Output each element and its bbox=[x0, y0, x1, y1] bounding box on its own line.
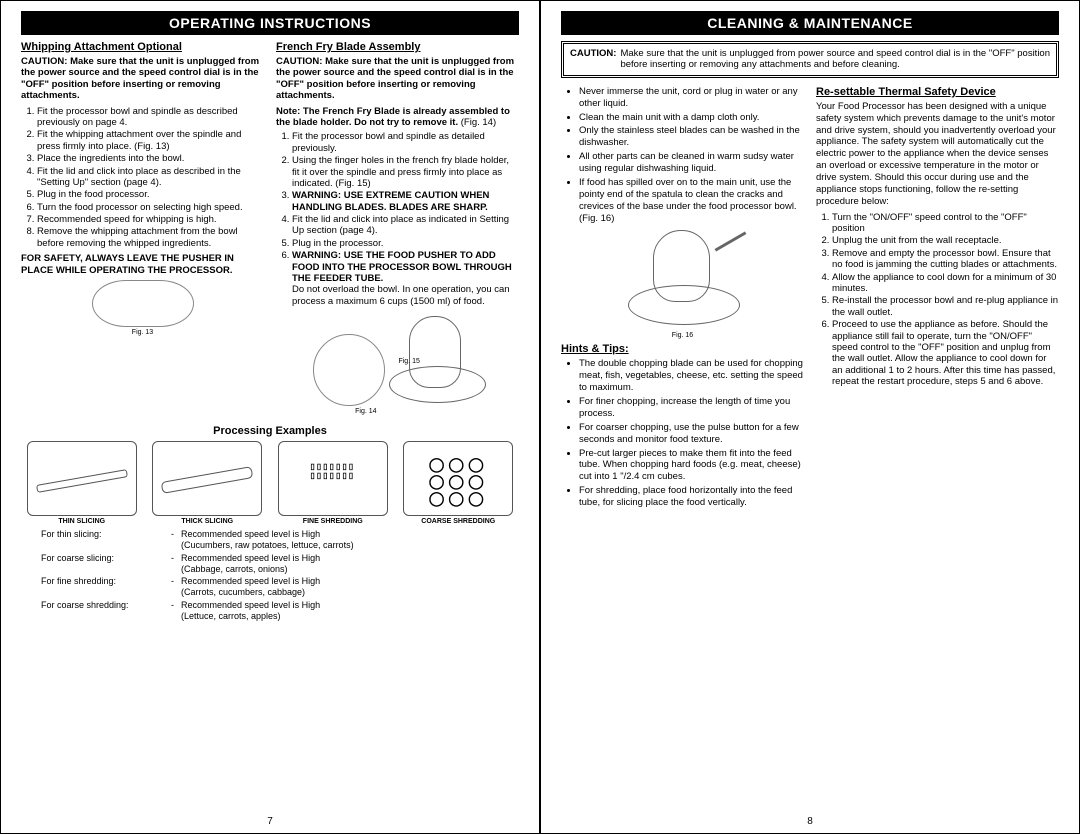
col-cleaning: Never immerse the unit, cord or plug in … bbox=[561, 86, 804, 515]
list-item: Fit the processor bowl and spindle as de… bbox=[37, 106, 264, 129]
list-item: Plug in the food processor. bbox=[37, 189, 264, 200]
right-columns: Never immerse the unit, cord or plug in … bbox=[561, 86, 1059, 515]
list-item: Place the ingredients into the bowl. bbox=[37, 153, 264, 164]
manual-spread: OPERATING INSTRUCTIONS Whipping Attachme… bbox=[0, 0, 1080, 834]
whipping-steps: Fit the processor bowl and spindle as de… bbox=[21, 106, 264, 250]
whipping-safety: FOR SAFETY, ALWAYS LEAVE THE PUSHER IN P… bbox=[21, 253, 264, 276]
page-number-8: 8 bbox=[807, 816, 813, 827]
list-item: The double chopping blade can be used fo… bbox=[579, 358, 804, 394]
hints-bullets: The double chopping blade can be used fo… bbox=[561, 358, 804, 509]
frenchfry-heading: French Fry Blade Assembly bbox=[276, 41, 519, 53]
list-item: Unplug the unit from the wall receptacle… bbox=[832, 235, 1059, 246]
tile-coarse-shredding: ◯◯◯◯◯◯◯◯◯ COARSE SHREDDING bbox=[403, 441, 513, 525]
fig-14-label: Fig. 14 bbox=[355, 408, 376, 415]
header-operating: OPERATING INSTRUCTIONS bbox=[21, 11, 519, 35]
recommendations-table: For thin slicing:-Recommended speed leve… bbox=[41, 529, 519, 621]
page-number-7: 7 bbox=[267, 816, 273, 827]
page-7: OPERATING INSTRUCTIONS Whipping Attachme… bbox=[0, 0, 540, 834]
list-item: If food has spilled over on to the main … bbox=[579, 177, 804, 225]
list-item: Allow the appliance to cool down for a m… bbox=[832, 272, 1059, 295]
tile-fine-shredding: ▯▯▯▯▯▯▯▯▯▯▯▯▯▯ FINE SHREDDING bbox=[278, 441, 388, 525]
list-item: Using the finger holes in the french fry… bbox=[292, 155, 519, 189]
col-reset: Re-settable Thermal Safety Device Your F… bbox=[816, 86, 1059, 515]
list-item: Turn the food processor on selecting hig… bbox=[37, 202, 264, 213]
col-whipping: Whipping Attachment Optional CAUTION: Ma… bbox=[21, 41, 264, 419]
page-8: CLEANING & MAINTENANCE CAUTION: Make sur… bbox=[540, 0, 1080, 834]
list-item: Never immerse the unit, cord or plug in … bbox=[579, 86, 804, 110]
list-item: Pre-cut larger pieces to make them fit i… bbox=[579, 448, 804, 484]
header-cleaning: CLEANING & MAINTENANCE bbox=[561, 11, 1059, 35]
caution-box: CAUTION: Make sure that the unit is unpl… bbox=[561, 41, 1059, 78]
reset-intro: Your Food Processor has been designed wi… bbox=[816, 101, 1059, 208]
processing-examples-heading: Processing Examples bbox=[21, 425, 519, 437]
frenchfry-steps: Fit the processor bowl and spindle as de… bbox=[276, 131, 519, 307]
col-frenchfry: French Fry Blade Assembly CAUTION: Make … bbox=[276, 41, 519, 419]
reset-steps: Turn the "ON/OFF" speed control to the "… bbox=[816, 212, 1059, 388]
list-item: Recommended speed for whipping is high. bbox=[37, 214, 264, 225]
list-item: Re-install the processor bowl and re-plu… bbox=[832, 295, 1059, 318]
cleaning-bullets: Never immerse the unit, cord or plug in … bbox=[561, 86, 804, 225]
list-item: Turn the "ON/OFF" speed control to the "… bbox=[832, 212, 1059, 235]
tile-thin-slicing: THIN SLICING bbox=[27, 441, 137, 525]
caution-label: CAUTION: bbox=[570, 48, 616, 71]
list-item: Fit the whipping attachment over the spi… bbox=[37, 129, 264, 152]
list-item: Remove the whipping attachment from the … bbox=[37, 226, 264, 249]
list-item: Only the stainless steel blades can be w… bbox=[579, 125, 804, 149]
fig-16-label: Fig. 16 bbox=[672, 332, 693, 339]
caution-text: Make sure that the unit is unplugged fro… bbox=[620, 48, 1050, 71]
frenchfry-caution: CAUTION: Make sure that the unit is unpl… bbox=[276, 56, 519, 102]
list-item: All other parts can be cleaned in warm s… bbox=[579, 151, 804, 175]
fig-13: Fig. 13 bbox=[21, 280, 264, 336]
list-item: For finer chopping, increase the length … bbox=[579, 396, 804, 420]
list-item: Fit the processor bowl and spindle as de… bbox=[292, 131, 519, 154]
fig-14-15: Fig. 14 Fig. 15 bbox=[276, 311, 519, 415]
fig-13-label: Fig. 13 bbox=[132, 329, 153, 336]
fig-15-label: Fig. 15 bbox=[398, 358, 419, 365]
tile-thick-slicing: THICK SLICING bbox=[152, 441, 262, 525]
left-columns: Whipping Attachment Optional CAUTION: Ma… bbox=[21, 41, 519, 419]
reset-heading: Re-settable Thermal Safety Device bbox=[816, 86, 1059, 98]
whipping-caution: CAUTION: Make sure that the unit is unpl… bbox=[21, 56, 264, 102]
list-item: Plug in the processor. bbox=[292, 238, 519, 249]
frenchfry-note: Note: The French Fry Blade is already as… bbox=[276, 106, 519, 129]
hints-heading: Hints & Tips: bbox=[561, 343, 804, 355]
list-item: WARNING: USE THE FOOD PUSHER TO ADD FOOD… bbox=[292, 250, 519, 307]
list-item: For coarser chopping, use the pulse butt… bbox=[579, 422, 804, 446]
list-item: For shredding, place food horizontally i… bbox=[579, 485, 804, 509]
list-item: Clean the main unit with a damp cloth on… bbox=[579, 112, 804, 124]
whipping-heading: Whipping Attachment Optional bbox=[21, 41, 264, 53]
list-item: Remove and empty the processor bowl. Ens… bbox=[832, 248, 1059, 271]
processing-tiles: THIN SLICING THICK SLICING ▯▯▯▯▯▯▯▯▯▯▯▯▯… bbox=[21, 441, 519, 525]
list-item: Proceed to use the appliance as before. … bbox=[832, 319, 1059, 387]
list-item: Fit the lid and click into place as indi… bbox=[292, 214, 519, 237]
list-item: Fit the lid and click into place as desc… bbox=[37, 166, 264, 189]
list-item: WARNING: USE EXTREME CAUTION WHEN HANDLI… bbox=[292, 190, 519, 213]
fig-16: Fig. 16 bbox=[561, 230, 804, 339]
